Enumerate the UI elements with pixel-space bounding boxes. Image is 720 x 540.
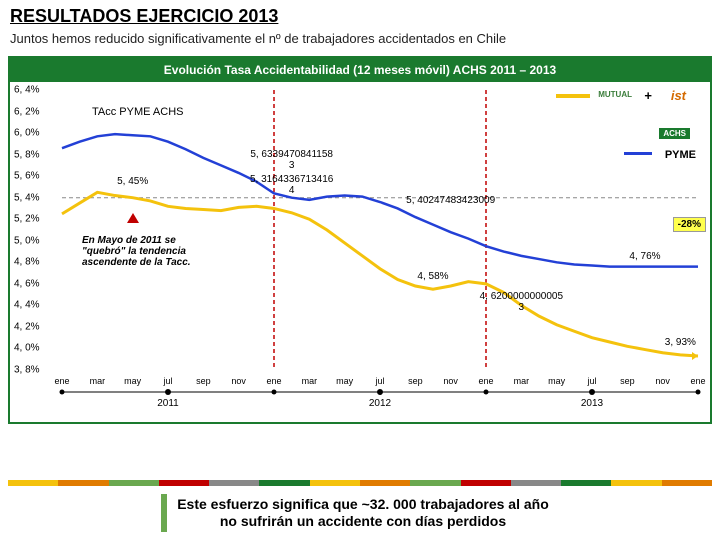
x-tick: mar bbox=[514, 376, 530, 386]
annotation: En Mayo de 2011 se "quebró" la tendencia… bbox=[82, 235, 212, 268]
x-tick: nov bbox=[655, 376, 670, 386]
x-tick: sep bbox=[620, 376, 635, 386]
year-label: 2011 bbox=[157, 398, 179, 409]
legend-pyme: PYME bbox=[665, 149, 696, 161]
value-label: 4, 58% bbox=[417, 271, 448, 282]
x-tick: may bbox=[124, 376, 141, 386]
legend-tacc-line bbox=[556, 94, 590, 98]
value-label: 5, 40247483423009 bbox=[406, 195, 495, 206]
x-tick: may bbox=[336, 376, 353, 386]
chart-container: Evolución Tasa Accidentabilidad (12 mese… bbox=[8, 56, 712, 424]
marker-triangle bbox=[127, 213, 139, 223]
logo-plus: + bbox=[644, 88, 652, 103]
chart-area: 3, 8%4, 0%4, 2%4, 4%4, 6%4, 8%5, 0%5, 2%… bbox=[10, 82, 710, 422]
footer-text: Este esfuerzo significa que ~32. 000 tra… bbox=[161, 494, 559, 532]
legend-pyme-line bbox=[624, 152, 652, 155]
footer: Este esfuerzo significa que ~32. 000 tra… bbox=[0, 494, 720, 532]
x-tick: ene bbox=[266, 376, 281, 386]
x-tick: ene bbox=[54, 376, 69, 386]
x-tick: mar bbox=[90, 376, 106, 386]
value-label: 4, 76% bbox=[629, 251, 660, 262]
x-tick: nov bbox=[231, 376, 246, 386]
logo-achs: ACHS bbox=[659, 128, 690, 139]
x-tick: mar bbox=[302, 376, 318, 386]
logo-ist: ist bbox=[671, 88, 686, 103]
x-tick: nov bbox=[443, 376, 458, 386]
pct-badge: -28% bbox=[673, 217, 706, 232]
page-subtitle: Juntos hemos reducido significativamente… bbox=[0, 29, 720, 52]
tacc-label: TAcc PYME ACHS bbox=[92, 106, 183, 118]
chart-header: Evolución Tasa Accidentabilidad (12 mese… bbox=[10, 58, 710, 82]
x-tick: ene bbox=[478, 376, 493, 386]
x-tick: ene bbox=[690, 376, 705, 386]
logo-mutual: MUTUAL bbox=[598, 90, 632, 99]
page-title: RESULTADOS EJERCICIO 2013 bbox=[0, 0, 720, 29]
x-tick: sep bbox=[196, 376, 211, 386]
x-tick: jul bbox=[587, 376, 596, 386]
value-label: 4, 62000000000053 bbox=[480, 291, 563, 313]
year-label: 2012 bbox=[369, 398, 391, 409]
x-tick: jul bbox=[375, 376, 384, 386]
x-tick: sep bbox=[408, 376, 423, 386]
value-label: 5, 63394708411583 bbox=[250, 149, 333, 171]
x-tick: may bbox=[548, 376, 565, 386]
value-label: 3, 93% bbox=[665, 337, 696, 348]
color-strip bbox=[8, 480, 712, 486]
year-label: 2013 bbox=[581, 398, 603, 409]
value-label: 5, 31643367134164 bbox=[250, 174, 333, 196]
x-tick: jul bbox=[163, 376, 172, 386]
value-label: 5, 45% bbox=[117, 176, 148, 187]
